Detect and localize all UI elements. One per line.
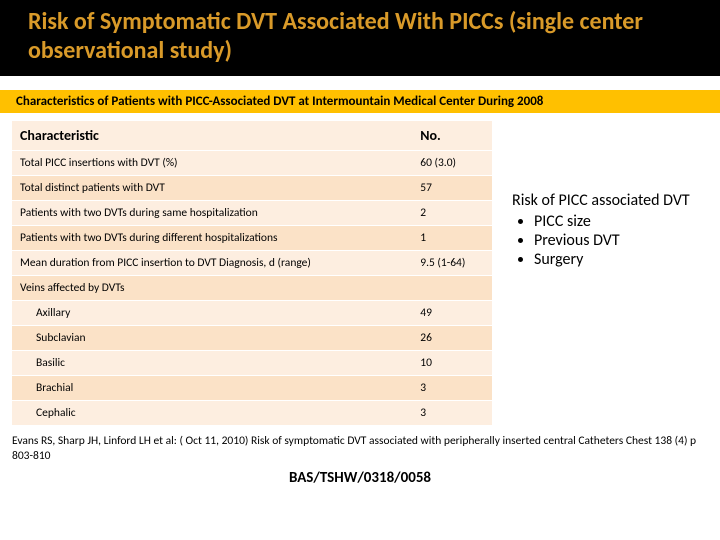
cell-label: Basilic: [12, 350, 412, 375]
footer-code: BAS/TSHW/0318/0058: [0, 469, 720, 487]
table-row: Brachial3: [12, 375, 492, 400]
cell-label: Mean duration from PICC insertion to DVT…: [12, 250, 412, 275]
side-note-bullet: Surgery: [534, 250, 690, 269]
side-note-bullet: PICC size: [534, 212, 690, 231]
data-table: Characteristic No. Total PICC insertions…: [12, 121, 492, 426]
cell-label: Brachial: [12, 375, 412, 400]
sub-banner-text: Characteristics of Patients with PICC-As…: [16, 94, 704, 109]
cell-value: 3: [412, 400, 492, 425]
table-row: Veins affected by DVTs: [12, 275, 492, 300]
cell-label: Total PICC insertions with DVT (%): [12, 150, 412, 175]
cell-label: Patients with two DVTs during different …: [12, 225, 412, 250]
cell-value: 3: [412, 375, 492, 400]
sub-banner: Characteristics of Patients with PICC-As…: [0, 90, 720, 113]
table-row: Patients with two DVTs during same hospi…: [12, 200, 492, 225]
citation: Evans RS, Sharp JH, Linford LH et al: ( …: [0, 426, 720, 464]
cell-label: Total distinct patients with DVT: [12, 175, 412, 200]
cell-label: Axillary: [12, 300, 412, 325]
table-row: Subclavian26: [12, 325, 492, 350]
cell-value: 1: [412, 225, 492, 250]
table-header-row: Characteristic No.: [12, 121, 492, 151]
cell-label: Cephalic: [12, 400, 412, 425]
table-row: Total PICC insertions with DVT (%)60 (3.…: [12, 150, 492, 175]
table-row: Cephalic3: [12, 400, 492, 425]
cell-value: 57: [412, 175, 492, 200]
table-row: Total distinct patients with DVT57: [12, 175, 492, 200]
side-note-list: PICC sizePrevious DVTSurgery: [512, 212, 690, 269]
side-note: Risk of PICC associated DVT PICC sizePre…: [512, 191, 690, 269]
table-row: Mean duration from PICC insertion to DVT…: [12, 250, 492, 275]
cell-value: 26: [412, 325, 492, 350]
cell-value: 2: [412, 200, 492, 225]
col-header-no: No.: [412, 121, 492, 151]
content-row: Characteristic No. Total PICC insertions…: [0, 113, 720, 426]
col-header-characteristic: Characteristic: [12, 121, 412, 151]
cell-value: 60 (3.0): [412, 150, 492, 175]
cell-value: 10: [412, 350, 492, 375]
cell-value: 9.5 (1-64): [412, 250, 492, 275]
cell-label: Veins affected by DVTs: [12, 275, 412, 300]
side-note-title: Risk of PICC associated DVT: [512, 191, 690, 210]
title-bar: Risk of Symptomatic DVT Associated With …: [0, 0, 720, 76]
table-row: Basilic10: [12, 350, 492, 375]
cell-label: Patients with two DVTs during same hospi…: [12, 200, 412, 225]
cell-value: 49: [412, 300, 492, 325]
table-row: Axillary49: [12, 300, 492, 325]
side-note-bullet: Previous DVT: [534, 231, 690, 250]
cell-value: [412, 275, 492, 300]
table-wrap: Characteristic No. Total PICC insertions…: [12, 121, 492, 426]
table-row: Patients with two DVTs during different …: [12, 225, 492, 250]
slide-title: Risk of Symptomatic DVT Associated With …: [28, 8, 692, 66]
cell-label: Subclavian: [12, 325, 412, 350]
